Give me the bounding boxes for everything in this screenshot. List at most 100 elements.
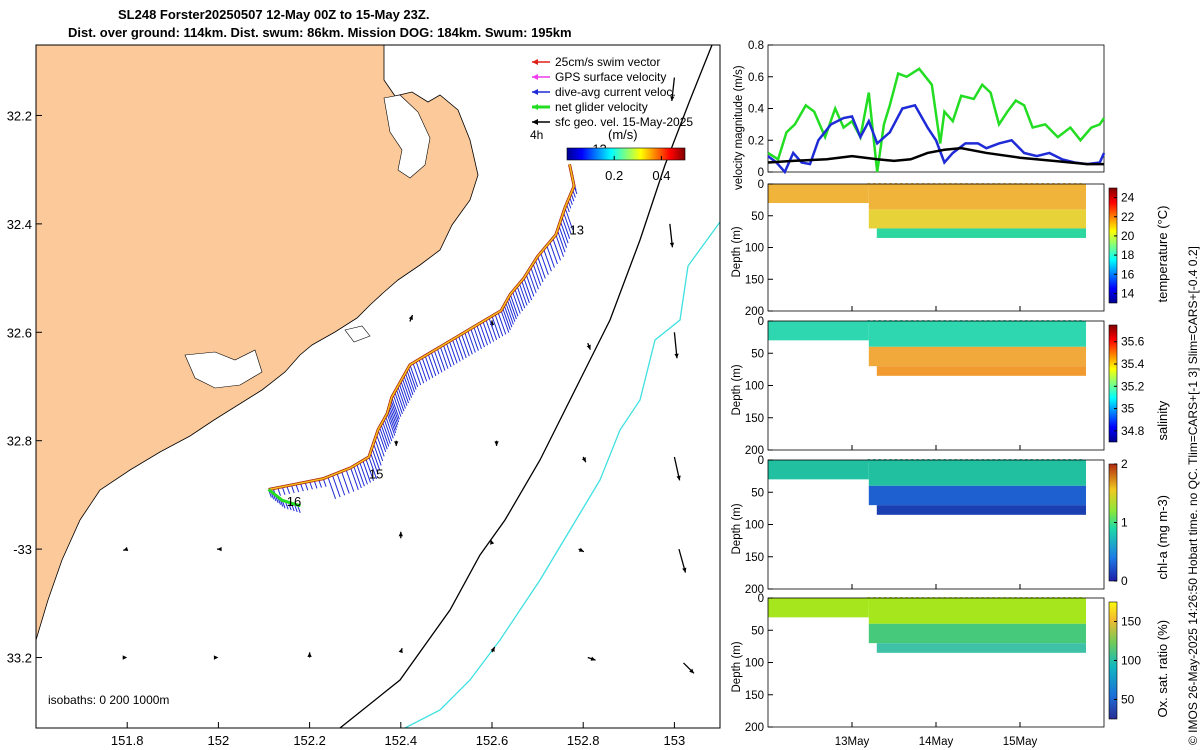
section-data-deep bbox=[876, 366, 1086, 376]
isobath-note: isobaths: 0 200 1000m bbox=[48, 693, 169, 707]
section-ytick-label: 0 bbox=[758, 593, 764, 605]
current-vector bbox=[427, 353, 437, 377]
current-vector bbox=[500, 310, 510, 333]
current-vector bbox=[558, 225, 568, 248]
current-vector bbox=[497, 312, 507, 335]
surface-sample bbox=[893, 597, 898, 601]
geo-vector-head bbox=[590, 656, 596, 661]
velocity-ylabel: velocity magnitude (m/s) bbox=[733, 65, 745, 190]
section-data-upper bbox=[868, 598, 1086, 624]
velocity-series bbox=[767, 146, 1104, 166]
current-vector bbox=[380, 424, 390, 447]
section-ylabel: Depth (m) bbox=[731, 503, 743, 554]
surface-sample bbox=[883, 597, 888, 601]
section-ylabel: Depth (m) bbox=[731, 641, 743, 692]
current-vector bbox=[385, 416, 394, 439]
current-vector bbox=[412, 362, 422, 386]
current-vector bbox=[546, 245, 555, 268]
geo-vector-head bbox=[494, 441, 499, 446]
section-2: 0 50 100 150 200 Depth (m) 0 1 2 chl-a (mg m-3) bbox=[731, 455, 1170, 596]
geo-vector-head bbox=[123, 546, 129, 552]
colorbar-title: (m/s) bbox=[608, 127, 638, 142]
current-vector bbox=[442, 344, 452, 368]
inland-lake bbox=[184, 349, 263, 389]
surface-sample bbox=[964, 597, 969, 601]
geo-vector-head bbox=[122, 655, 128, 660]
velocity-series bbox=[767, 67, 1106, 173]
map-xtick-label: 151.8 bbox=[111, 733, 144, 748]
velocity-ytick-label: 0.8 bbox=[748, 40, 764, 52]
glider-track-speed bbox=[268, 164, 575, 491]
current-vector bbox=[341, 471, 350, 494]
current-vector bbox=[467, 330, 476, 353]
geo-vector-head bbox=[676, 475, 681, 481]
surface-sample bbox=[1018, 597, 1023, 601]
surface-sample bbox=[899, 597, 904, 601]
legend-swatch-head bbox=[532, 59, 538, 65]
current-vector bbox=[455, 337, 464, 360]
section-1: 0 50 100 150 200 Depth (m) 34.8 35 35.2 35.4 35.6 s… bbox=[731, 316, 1170, 457]
current-vector bbox=[479, 323, 489, 346]
current-vector bbox=[430, 352, 440, 375]
section-data-upper bbox=[868, 460, 1086, 486]
map-xtick-label: 152.6 bbox=[476, 733, 509, 748]
section-ytick-label: 150 bbox=[745, 274, 764, 286]
current-vector bbox=[564, 207, 574, 230]
colorbar-tick-label: 0.2 bbox=[605, 168, 623, 183]
current-vector bbox=[482, 321, 492, 344]
section-colorbar bbox=[1108, 187, 1118, 304]
map-ytick-label: 32.4 bbox=[7, 217, 32, 232]
current-vector bbox=[388, 408, 397, 431]
current-vector bbox=[556, 230, 566, 253]
current-vector bbox=[406, 370, 416, 393]
velocity-ytick-label: 0.4 bbox=[748, 104, 765, 116]
current-vector bbox=[448, 341, 458, 364]
current-vector bbox=[372, 443, 382, 466]
current-vector bbox=[505, 302, 514, 325]
section-data-shallow bbox=[768, 460, 869, 480]
current-vector bbox=[521, 280, 530, 303]
current-vector bbox=[345, 469, 355, 492]
map-xtick-label: 153 bbox=[664, 733, 686, 748]
geostrophic-vector-field bbox=[122, 77, 695, 674]
section-data-upper bbox=[868, 184, 1086, 210]
current-vector bbox=[506, 299, 516, 322]
section-ytick-label: 100 bbox=[745, 243, 764, 255]
current-vector bbox=[394, 391, 403, 415]
surface-sample bbox=[991, 597, 996, 601]
current-vector bbox=[458, 335, 467, 359]
surface-sample bbox=[872, 597, 877, 601]
current-vector bbox=[470, 328, 479, 351]
colorbar-tick-label: 24 bbox=[1121, 191, 1135, 205]
current-vector bbox=[549, 241, 558, 265]
section-ytick-label: 0 bbox=[758, 455, 764, 467]
glider-track-layer bbox=[267, 163, 578, 514]
date-tick-label: 14May bbox=[919, 736, 954, 748]
colorbar-tick-label: 35.4 bbox=[1121, 357, 1145, 371]
current-vector bbox=[534, 259, 544, 283]
colorbar-tick-label: 35.2 bbox=[1121, 379, 1145, 393]
current-vector bbox=[555, 234, 565, 257]
colorbar-tick-label: 2 bbox=[1121, 457, 1128, 471]
current-vector bbox=[528, 270, 537, 294]
section-ytick-label: 150 bbox=[745, 552, 764, 564]
current-vector bbox=[369, 452, 379, 475]
legend-label: 25cm/s swim vector bbox=[555, 55, 660, 69]
surface-sample bbox=[1029, 597, 1034, 601]
geo-vector-head bbox=[398, 531, 403, 537]
current-vector bbox=[382, 421, 391, 444]
surface-sample bbox=[921, 597, 926, 601]
current-vector bbox=[473, 326, 482, 350]
velocity-series bbox=[767, 103, 1106, 175]
colorbar-tick-label: 0.4 bbox=[652, 168, 670, 183]
section-ytick-label: 50 bbox=[751, 211, 764, 223]
surface-sample bbox=[937, 597, 942, 601]
current-vector bbox=[371, 447, 381, 471]
surface-sample bbox=[969, 597, 974, 601]
current-vector bbox=[514, 288, 523, 312]
colorbar-tick-label: 50 bbox=[1121, 693, 1135, 707]
current-vector bbox=[562, 211, 572, 235]
current-vector bbox=[540, 252, 549, 275]
map-ytick-label: 33.2 bbox=[7, 651, 32, 666]
